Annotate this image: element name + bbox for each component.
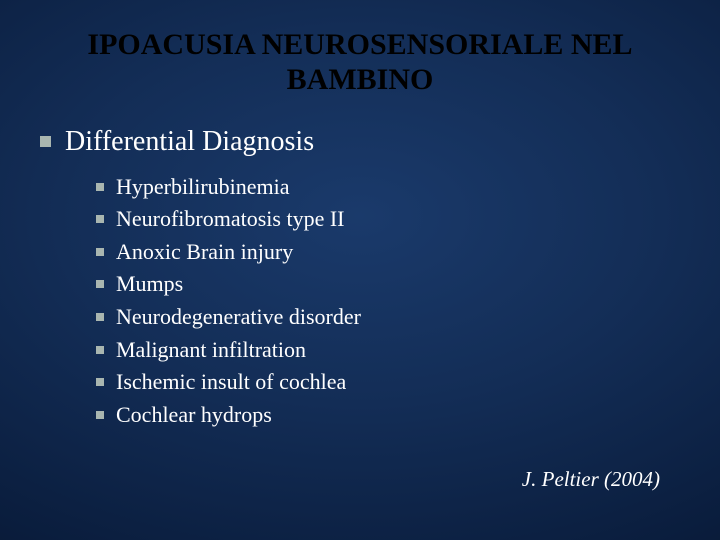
list-item-text: Malignant infiltration <box>116 336 306 365</box>
square-bullet-icon <box>96 378 104 386</box>
square-bullet-icon <box>40 136 51 147</box>
slide-container: IPOACUSIA NEUROSENSORIALE NEL BAMBINO Di… <box>0 0 720 540</box>
list-item: Neurodegenerative disorder <box>96 303 680 332</box>
list-item: Mumps <box>96 270 680 299</box>
list-item-text: Neurodegenerative disorder <box>116 303 361 332</box>
square-bullet-icon <box>96 183 104 191</box>
list-item-text: Anoxic Brain injury <box>116 238 293 267</box>
slide-title: IPOACUSIA NEUROSENSORIALE NEL BAMBINO <box>40 28 680 97</box>
list-item: Malignant infiltration <box>96 336 680 365</box>
sub-list: Hyperbilirubinemia Neurofibromatosis typ… <box>96 173 680 430</box>
citation-text: J. Peltier (2004) <box>522 467 660 492</box>
list-item: Hyperbilirubinemia <box>96 173 680 202</box>
list-item-text: Mumps <box>116 270 183 299</box>
square-bullet-icon <box>96 215 104 223</box>
square-bullet-icon <box>96 248 104 256</box>
section-heading: Differential Diagnosis <box>65 125 314 159</box>
list-item-text: Ischemic insult of cochlea <box>116 368 346 397</box>
list-item: Cochlear hydrops <box>96 401 680 430</box>
square-bullet-icon <box>96 346 104 354</box>
square-bullet-icon <box>96 313 104 321</box>
square-bullet-icon <box>96 280 104 288</box>
list-item: Ischemic insult of cochlea <box>96 368 680 397</box>
list-item: Anoxic Brain injury <box>96 238 680 267</box>
square-bullet-icon <box>96 411 104 419</box>
list-item-text: Cochlear hydrops <box>116 401 272 430</box>
list-item: Neurofibromatosis type II <box>96 205 680 234</box>
list-item-text: Hyperbilirubinemia <box>116 173 290 202</box>
list-item-text: Neurofibromatosis type II <box>116 205 345 234</box>
level1-item: Differential Diagnosis <box>40 125 680 159</box>
